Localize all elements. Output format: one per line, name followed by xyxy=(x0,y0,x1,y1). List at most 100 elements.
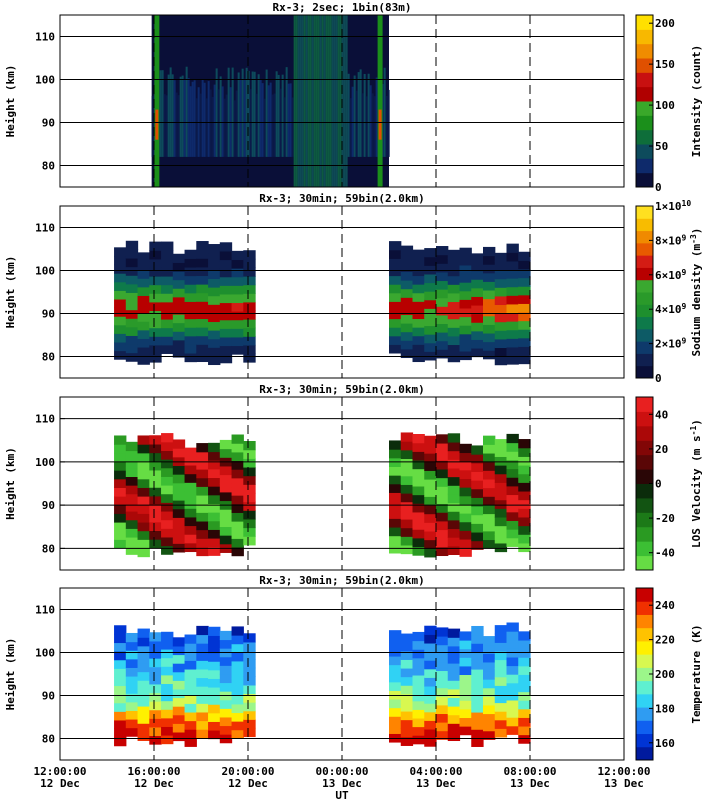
data-cell xyxy=(412,537,425,548)
data-cell xyxy=(184,525,197,535)
data-cell xyxy=(161,709,174,719)
data-cell xyxy=(483,315,496,325)
data-cell xyxy=(172,482,186,492)
data-cell xyxy=(424,642,437,653)
data-cell xyxy=(471,330,484,340)
data-cell xyxy=(389,457,402,468)
data-cell xyxy=(208,347,221,357)
data-cell xyxy=(494,676,508,686)
data-cell xyxy=(231,486,244,496)
data-cell xyxy=(149,530,162,540)
data-cell xyxy=(161,726,174,736)
data-cell xyxy=(137,260,150,271)
data-cell xyxy=(149,461,162,471)
intensity-streak xyxy=(161,70,164,157)
data-cell xyxy=(231,336,244,347)
data-cell xyxy=(161,275,174,286)
data-cell xyxy=(149,258,162,269)
data-cell xyxy=(412,275,425,285)
data-cell xyxy=(208,704,221,714)
data-cell xyxy=(400,467,414,477)
data-cell xyxy=(494,668,508,678)
data-cell xyxy=(231,546,244,557)
data-cell xyxy=(219,311,233,321)
data-cell xyxy=(483,332,496,343)
data-cell xyxy=(494,261,508,271)
data-cell xyxy=(506,639,519,649)
data-cell xyxy=(436,280,449,290)
data-cell xyxy=(518,725,531,736)
data-cell xyxy=(125,718,139,729)
data-cell xyxy=(447,467,461,478)
data-cell xyxy=(208,669,221,679)
data-cell xyxy=(208,278,221,288)
y-tick-label: 80 xyxy=(42,542,55,555)
data-cell xyxy=(459,726,472,736)
data-cell xyxy=(424,548,437,558)
data-cell xyxy=(400,676,414,686)
data-cell xyxy=(436,460,449,470)
data-cell xyxy=(172,262,186,272)
intensity-streak xyxy=(227,67,230,157)
data-cell xyxy=(494,516,508,527)
data-cell xyxy=(172,637,186,647)
data-cell xyxy=(494,711,508,721)
data-cell xyxy=(400,432,414,442)
data-cell xyxy=(424,737,437,747)
intensity-streak xyxy=(199,93,202,157)
data-cell xyxy=(196,241,209,251)
data-cell xyxy=(506,329,519,339)
colorbar-segment xyxy=(636,746,653,761)
y-tick-label: 80 xyxy=(42,351,55,364)
data-cell xyxy=(389,535,402,545)
data-cell xyxy=(436,340,449,350)
data-cell xyxy=(389,258,402,268)
intensity-streak xyxy=(173,80,176,157)
colorbar-segment xyxy=(636,129,653,145)
data-cell xyxy=(483,341,496,351)
data-cell xyxy=(494,650,508,661)
intensity-streak xyxy=(165,95,168,157)
data-cell xyxy=(114,264,127,274)
data-cell xyxy=(196,309,209,320)
data-cell xyxy=(208,494,221,504)
data-cell xyxy=(494,525,508,535)
data-cell xyxy=(231,703,244,714)
data-cell xyxy=(172,474,186,484)
data-cell xyxy=(483,636,496,646)
data-cell xyxy=(243,276,256,286)
intensity-streak xyxy=(385,95,388,157)
intensity-streak xyxy=(305,15,308,187)
data-cell xyxy=(208,626,221,636)
data-cell xyxy=(471,304,484,315)
data-cell xyxy=(412,344,425,354)
data-cell xyxy=(389,309,402,320)
data-cell xyxy=(149,735,162,745)
data-cell xyxy=(149,649,162,659)
data-cell xyxy=(494,304,508,314)
colorbar-frame xyxy=(635,205,654,379)
data-cell xyxy=(149,284,162,294)
data-cell xyxy=(483,722,496,732)
data-cell xyxy=(436,696,449,706)
colorbar-label: LOS Velocity (m s-1) xyxy=(689,419,703,548)
data-cell xyxy=(483,435,496,445)
data-cell xyxy=(424,351,437,361)
data-cell xyxy=(184,292,197,302)
data-cell xyxy=(231,477,244,488)
data-cell xyxy=(483,670,496,680)
data-cell xyxy=(400,650,414,660)
data-cell xyxy=(447,688,461,699)
data-cell xyxy=(412,477,425,487)
data-cell xyxy=(219,483,233,493)
data-cell xyxy=(231,643,244,653)
data-cell xyxy=(125,249,139,259)
data-cell xyxy=(243,633,256,643)
data-cell xyxy=(471,339,484,349)
intensity-streak xyxy=(363,73,366,157)
data-cell xyxy=(506,468,519,478)
data-cell xyxy=(137,513,150,523)
colorbar-segment xyxy=(636,601,653,615)
data-cell xyxy=(172,305,186,315)
data-cell xyxy=(447,637,461,647)
